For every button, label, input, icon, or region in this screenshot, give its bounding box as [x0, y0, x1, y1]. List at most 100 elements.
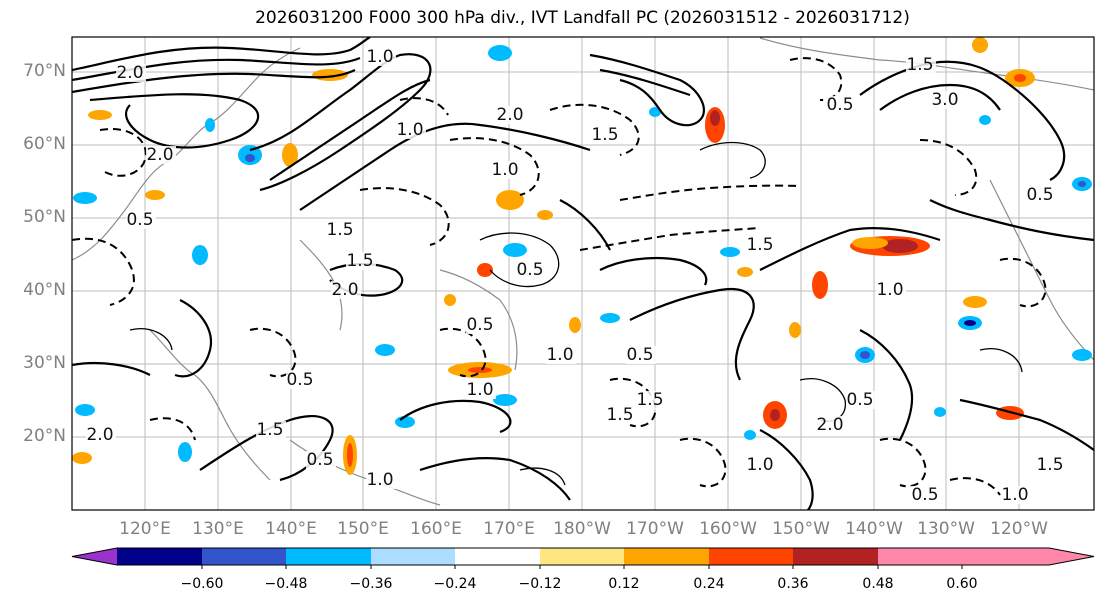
contour-label: 1.5: [606, 405, 633, 425]
contour-label-bg: [306, 451, 336, 469]
contour-label: 1.0: [491, 160, 518, 180]
colorbar-segment: [455, 548, 540, 565]
colorbar-tick-label: 0.12: [608, 576, 640, 592]
contour-label-bg: [1026, 186, 1056, 204]
contour-label: 0.5: [911, 485, 938, 505]
colorbar-tick-label: 0.24: [693, 576, 725, 592]
lon-label-130w: 130°W: [917, 519, 975, 539]
contour-label-bg: [466, 381, 496, 399]
contour-label: 2.0: [146, 145, 173, 165]
contour-label-bg: [491, 161, 521, 179]
colorbar-outline: [71, 547, 1095, 566]
contour-label-bg: [116, 64, 146, 82]
contour-label-bg: [366, 48, 396, 66]
contour-label-bg: [496, 106, 526, 124]
contour-label: 0.5: [626, 345, 653, 365]
contour-label-bg: [86, 426, 116, 444]
contour-label: 1.5: [326, 220, 353, 240]
colorbar-tick-label: −0.36: [349, 576, 393, 592]
plot-area: [72, 37, 1094, 510]
lat-label-60n: 60°N: [23, 134, 66, 154]
contour-label: 1.5: [346, 251, 373, 271]
lon-label-140e: 140°E: [265, 519, 317, 539]
contour-label-bg: [396, 121, 426, 139]
contour-label-bg: [746, 236, 776, 254]
colorbar-segment: [202, 548, 286, 565]
contour-label-bg: [816, 416, 846, 434]
lon-label-160e: 160°E: [410, 519, 462, 539]
colorbar-tick-label: −0.48: [264, 576, 308, 592]
contour-label-bg: [366, 471, 396, 489]
contour-label-bg: [346, 252, 376, 270]
contour-label: 2.0: [496, 105, 523, 125]
contour-label-bg: [1001, 486, 1031, 504]
plot-frame: [71, 36, 1095, 511]
lon-label-150e: 150°E: [337, 519, 389, 539]
colorbar-segment: [624, 548, 709, 565]
contour-label: 1.5: [591, 125, 618, 145]
colorbar-extend-low: [72, 548, 117, 565]
lon-label-120e: 120°E: [119, 519, 171, 539]
lon-label-130e: 130°E: [192, 519, 244, 539]
contour-label: 1.0: [746, 455, 773, 475]
contour-label: 1.5: [746, 235, 773, 255]
ivt-contours-dashed: [72, 57, 1047, 496]
contour-label: 3.0: [931, 90, 958, 110]
colorbar-segment: [878, 548, 962, 565]
contour-label: 1.0: [466, 380, 493, 400]
colorbar-tick-label: 0.60: [946, 576, 978, 592]
contour-label: 0.5: [1026, 185, 1053, 205]
contour-label-bg: [591, 126, 621, 144]
contour-label-bg: [256, 421, 286, 439]
lon-label-170e: 170°E: [483, 519, 535, 539]
contour-label: 0.5: [286, 370, 313, 390]
contour-label-bg: [286, 371, 316, 389]
contour-label: 1.5: [906, 55, 933, 75]
colorbar-segment: [286, 548, 371, 565]
contour-label: 0.5: [306, 450, 333, 470]
contour-label-bg: [331, 281, 361, 299]
contour-label-bg: [546, 346, 576, 364]
contour-label: 1.5: [636, 390, 663, 410]
contour-label-bg: [516, 261, 546, 279]
contour-label: 1.0: [396, 120, 423, 140]
contour-label-bg: [846, 391, 876, 409]
contour-label: 1.0: [876, 280, 903, 300]
colorbar-tick-label: −0.24: [433, 576, 477, 592]
contour-label-bg: [876, 281, 906, 299]
contour-label: 1.5: [1036, 455, 1063, 475]
contour-label-bg: [826, 96, 856, 114]
contour-label: 0.5: [516, 260, 543, 280]
lon-label-120w: 120°W: [990, 519, 1048, 539]
colorbar: [71, 547, 1095, 569]
contour-label-bg: [911, 486, 941, 504]
contour-label-bg: [931, 91, 961, 109]
contour-label: 1.5: [256, 420, 283, 440]
colorbar-tick-label: 0.48: [862, 576, 894, 592]
contour-label-bg: [746, 456, 776, 474]
contour-label-bg: [326, 221, 356, 239]
contour-label-bg: [906, 56, 936, 74]
lon-label-170w: 170°W: [626, 519, 684, 539]
lon-label-160w: 160°W: [699, 519, 757, 539]
colorbar-tick-label: −0.60: [180, 576, 224, 592]
graticule: [72, 37, 1094, 510]
colorbar-tick-label: 0.36: [777, 576, 809, 592]
contour-label: 2.0: [86, 425, 113, 445]
contour-label: 0.5: [846, 390, 873, 410]
colorbar-extend-high: [962, 548, 1094, 565]
contour-label: 2.0: [331, 280, 358, 300]
lat-label-20n: 20°N: [23, 426, 66, 446]
contour-label-bg: [466, 316, 496, 334]
contour-label-bg: [146, 146, 176, 164]
lat-label-30n: 30°N: [23, 353, 66, 373]
colorbar-tick-label: −0.12: [518, 576, 562, 592]
contour-label-bg: [1036, 456, 1066, 474]
map-title: 2026031200 F000 300 hPa div., IVT Landfa…: [255, 8, 910, 28]
divergence-shading: [72, 37, 1092, 475]
contour-label-bg: [606, 406, 636, 424]
lon-label-150w: 150°W: [772, 519, 830, 539]
lat-label-50n: 50°N: [23, 207, 66, 227]
colorbar-segment: [117, 548, 202, 565]
